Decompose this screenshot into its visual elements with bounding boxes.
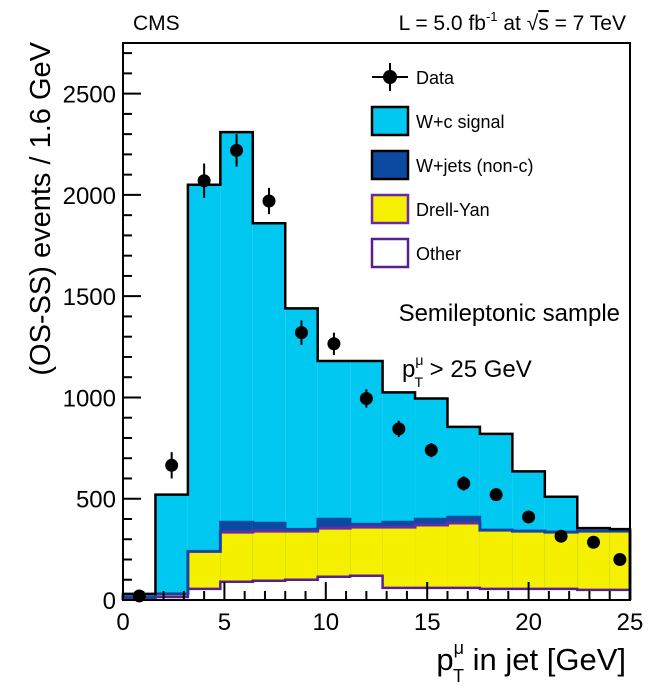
y-tick-label: 0 (103, 588, 116, 615)
other-bin (479, 588, 513, 600)
y-tick-label: 500 (76, 487, 116, 514)
data-point (165, 458, 179, 472)
legend-swatch-drellyan (370, 193, 410, 225)
data-point (327, 337, 341, 351)
sample-annotation: Semileptonic sample (399, 300, 620, 327)
x-tick-label: 20 (515, 609, 542, 636)
data-point (554, 529, 568, 543)
wjets-outline (121, 515, 632, 600)
data-point (262, 194, 276, 208)
other-bin (609, 589, 630, 600)
data-point (230, 143, 244, 157)
legend-label: W+jets (non-c) (416, 156, 534, 176)
legend-swatch-other (370, 237, 410, 269)
data-point (392, 422, 406, 436)
y-tick-label: 2500 (63, 82, 116, 109)
data-points (132, 134, 627, 603)
data-point (424, 443, 438, 457)
signal-bin (187, 184, 221, 601)
other-bin (155, 596, 188, 600)
other-bin (415, 587, 448, 600)
data-point (359, 391, 373, 405)
other-bin (285, 579, 318, 600)
y-tick-label: 1500 (63, 284, 116, 311)
legend: Data W+c signal W+jets (non-c) Drell-Yan Oth… (370, 63, 534, 269)
y-axis-title: (OS-SS) events / 1.6 GeV (25, 41, 57, 375)
signal-bin (155, 494, 188, 600)
cut-annotation: pμ T > 25 GeV (402, 352, 532, 390)
legend-label: W+c signal (416, 112, 505, 132)
data-point (489, 488, 503, 502)
legend-data-marker (383, 70, 397, 84)
plot-frame (122, 42, 631, 601)
legend-label: Other (416, 244, 461, 264)
y-tick-label: 1000 (63, 385, 116, 412)
data-point (197, 174, 211, 188)
x-axis-title: pμ T in jet [GeV] (436, 638, 626, 685)
x-tick-label: 0 (116, 609, 129, 636)
data-point (294, 326, 308, 340)
other-bin (447, 587, 480, 600)
x-tick-label: 10 (312, 609, 339, 636)
other-bin (252, 580, 286, 600)
data-point (522, 510, 536, 524)
data-point (586, 535, 600, 549)
other-bin (577, 589, 610, 600)
y-tick-label: 2000 (63, 183, 116, 210)
data-point (457, 477, 471, 491)
legend-label: Drell-Yan (416, 200, 490, 220)
x-tick-label: 15 (414, 609, 441, 636)
experiment-label: CMS (133, 12, 180, 35)
signal-outline (121, 130, 632, 600)
legend-label: Data (416, 68, 455, 88)
axes: 0 5 10 15 20 25 0 500 1000 1500 2000 2500 (63, 42, 644, 636)
legend-swatch-wjets (370, 149, 410, 181)
data-point (613, 552, 627, 566)
luminosity-label: L = 5.0 fb-1 at √s = 7 TeV (399, 9, 626, 35)
x-tick-label: 25 (617, 609, 644, 636)
x-tick-label: 5 (218, 609, 231, 636)
other-bin (544, 588, 578, 600)
legend-swatch-signal (370, 105, 410, 137)
